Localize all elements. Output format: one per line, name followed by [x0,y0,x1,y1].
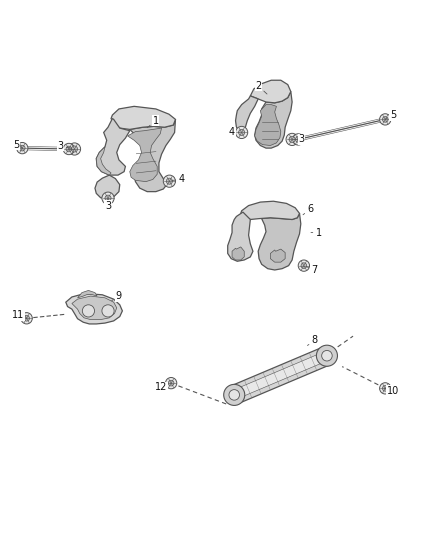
Circle shape [19,146,25,151]
Text: 10: 10 [385,385,399,395]
Circle shape [71,146,78,152]
Circle shape [295,136,301,142]
Circle shape [298,260,310,271]
Text: 4: 4 [229,127,239,138]
Polygon shape [111,107,176,130]
Circle shape [166,178,173,184]
Text: 11: 11 [12,310,27,320]
Circle shape [102,192,114,204]
Text: 3: 3 [105,199,111,211]
Circle shape [289,136,295,142]
Circle shape [382,117,388,122]
Polygon shape [270,249,285,262]
Text: 3: 3 [295,134,305,144]
Text: 5: 5 [385,110,396,120]
Circle shape [236,126,248,139]
Text: 4: 4 [172,174,185,184]
Circle shape [24,316,29,321]
Polygon shape [95,175,120,199]
Polygon shape [127,128,162,182]
Circle shape [380,114,391,125]
Polygon shape [72,296,117,320]
Polygon shape [241,201,300,220]
Circle shape [229,390,240,400]
Circle shape [316,345,337,366]
Polygon shape [254,104,281,146]
Circle shape [301,263,307,269]
Text: 9: 9 [112,291,122,301]
Circle shape [382,385,388,391]
Circle shape [68,143,81,155]
Circle shape [286,133,298,146]
Circle shape [321,351,332,361]
Polygon shape [254,92,292,148]
Text: 5: 5 [14,140,22,150]
Circle shape [102,305,114,317]
Polygon shape [258,213,301,270]
Circle shape [17,142,28,154]
Polygon shape [78,290,97,298]
Text: 1: 1 [147,116,159,128]
Text: 6: 6 [303,204,314,215]
Polygon shape [130,119,176,192]
Polygon shape [96,118,130,175]
Circle shape [168,381,174,386]
Polygon shape [232,247,244,260]
Circle shape [66,146,72,152]
Polygon shape [236,96,258,133]
Circle shape [21,313,32,324]
Circle shape [224,384,245,406]
Text: 8: 8 [307,335,318,345]
Text: 7: 7 [307,265,318,275]
Circle shape [239,130,245,135]
Circle shape [380,383,391,394]
Polygon shape [233,351,329,399]
Circle shape [293,134,304,145]
Polygon shape [251,80,291,103]
Circle shape [63,143,74,155]
Polygon shape [66,294,122,324]
Polygon shape [228,212,253,261]
Polygon shape [96,147,111,175]
Text: 2: 2 [255,81,267,94]
Text: 1: 1 [311,228,322,238]
Text: 12: 12 [155,383,171,392]
Text: 3: 3 [57,141,72,151]
Circle shape [82,305,95,317]
Circle shape [163,175,176,187]
Circle shape [105,195,111,201]
Polygon shape [230,347,331,403]
Circle shape [166,377,177,389]
